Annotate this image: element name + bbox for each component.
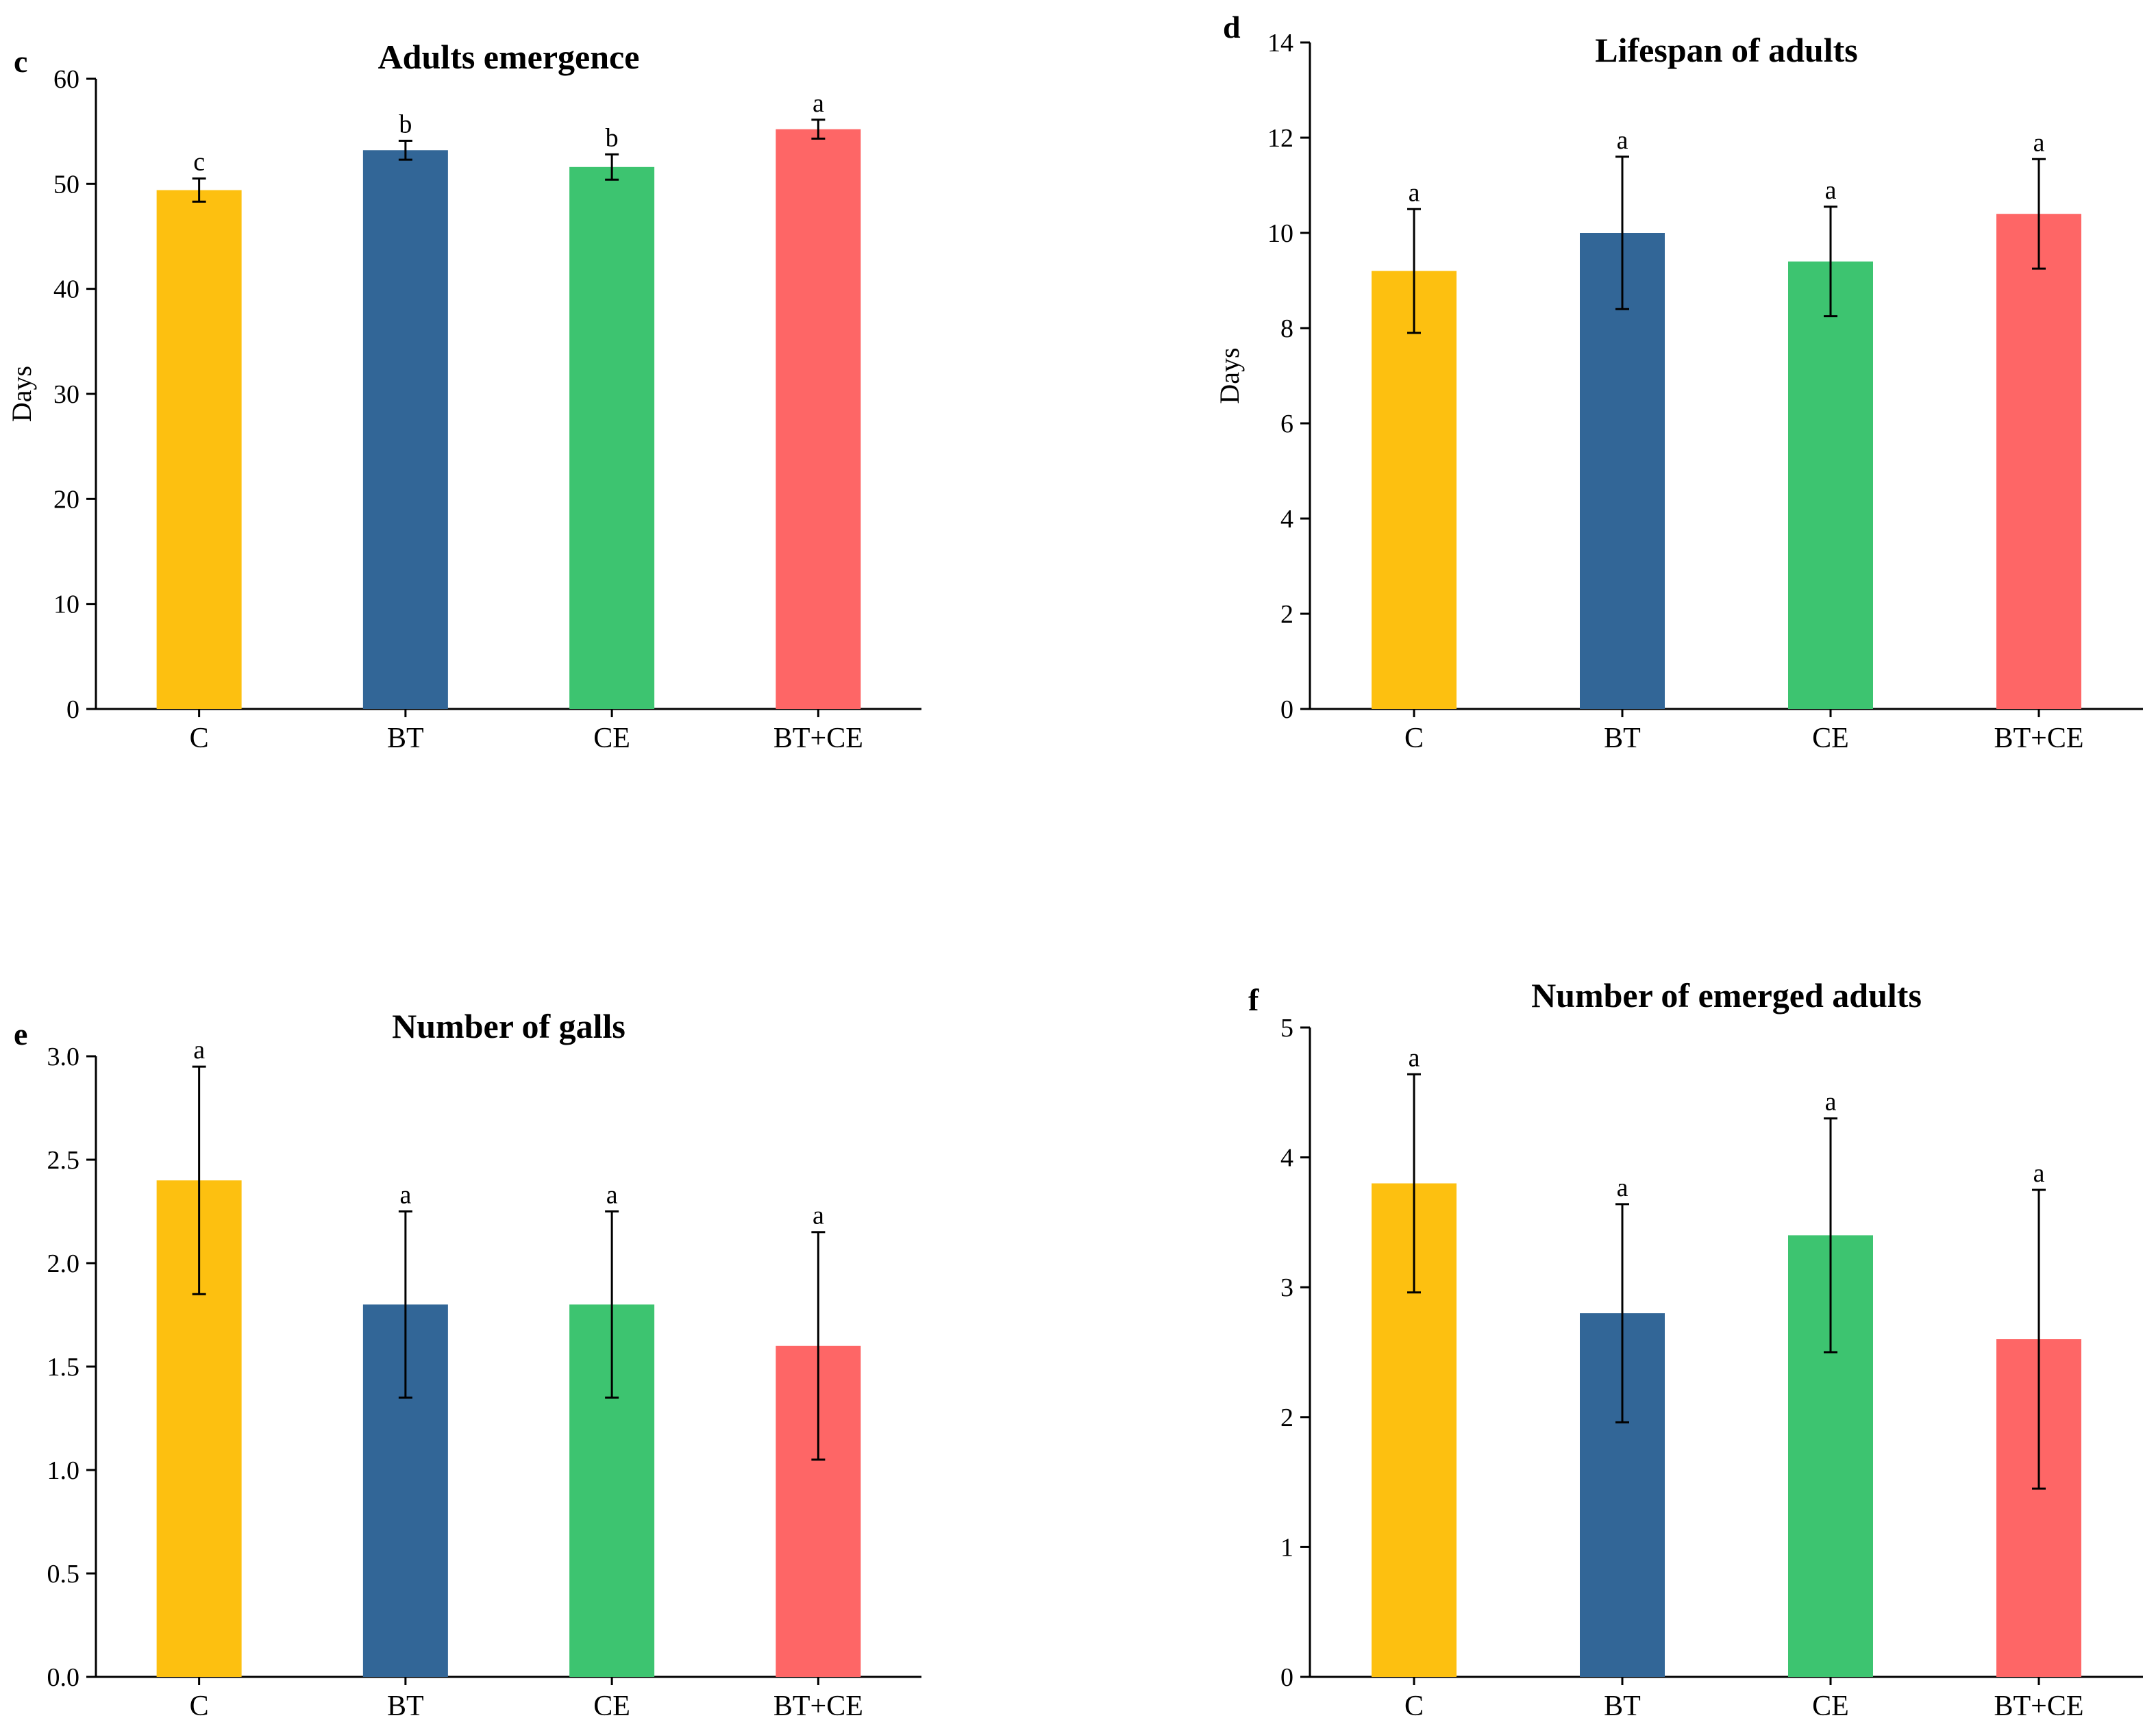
y-axis-label: Days <box>6 366 37 422</box>
significance-label: a <box>2033 128 2045 157</box>
panel-letter: d <box>1223 10 1241 45</box>
y-tick-label: 14 <box>1267 29 1293 58</box>
bar-bt-plus-ce <box>1996 214 2081 709</box>
chart-panel-e: e Number of galls 0.0 0.5 1.0 1.5 2.0 2.5 3.0 a Ca… <box>14 1007 921 1722</box>
x-category-label: BT <box>387 1691 424 1722</box>
y-tick-label: 12 <box>1267 124 1293 153</box>
y-tick-label: 0 <box>1280 1663 1293 1692</box>
significance-label: a <box>1617 1173 1628 1202</box>
y-tick-label: 0.5 <box>47 1560 80 1589</box>
significance-label: b <box>606 123 619 152</box>
y-axis-label: Days <box>1214 347 1245 403</box>
y-tick-label: 40 <box>53 275 79 304</box>
y-tick-label: 8 <box>1280 314 1293 343</box>
y-tick-label: 10 <box>53 590 79 619</box>
chart-panel-d: d Lifespan of adults Days 0 2 4 6 8 10 12 14 a Ca BT a… <box>1214 10 2143 754</box>
chart-title: Number of emerged adults <box>1531 976 1922 1014</box>
x-category-label: C <box>190 1691 209 1722</box>
bar-ce <box>569 166 655 710</box>
x-category-label: CE <box>593 1691 630 1722</box>
y-tick-label: 0.0 <box>47 1663 80 1692</box>
chart-title: Number of galls <box>392 1007 625 1045</box>
y-tick-label: 1.5 <box>47 1353 80 1382</box>
y-tick-label: 4 <box>1280 505 1293 534</box>
y-tick-label: 6 <box>1280 410 1293 438</box>
significance-label: c <box>193 148 205 177</box>
x-category-label: BT+CE <box>1994 723 2083 754</box>
x-category-label: CE <box>593 723 630 754</box>
y-tick-label: 3 <box>1280 1273 1293 1302</box>
significance-label: a <box>1825 1088 1837 1117</box>
y-tick-label: 4 <box>1280 1144 1293 1173</box>
x-category-label: BT+CE <box>773 1691 863 1722</box>
chart-panel-c: c Adults emergence Days 0 10 20 30 40 50 60 c Cb BT b… <box>6 38 921 754</box>
chart-title: Adults emergence <box>378 38 640 76</box>
y-tick-label: 1.0 <box>47 1456 80 1485</box>
bar-c <box>156 190 242 709</box>
x-category-label: CE <box>1812 1691 1849 1722</box>
significance-label: a <box>813 89 824 118</box>
y-tick-label: 2.0 <box>47 1249 80 1278</box>
x-category-label: C <box>1404 1691 1424 1722</box>
y-tick-label: 30 <box>53 380 79 409</box>
y-tick-label: 5 <box>1280 1014 1293 1043</box>
x-category-label: BT <box>387 723 424 754</box>
significance-label: a <box>606 1181 618 1210</box>
x-category-label: BT+CE <box>773 723 863 754</box>
significance-label: a <box>813 1201 824 1230</box>
y-tick-label: 10 <box>1267 219 1293 248</box>
significance-label: b <box>399 110 412 138</box>
x-category-label: C <box>190 723 209 754</box>
y-tick-label: 60 <box>53 65 79 94</box>
significance-label: a <box>1617 126 1628 155</box>
bar-bt <box>1580 233 1665 709</box>
y-tick-label: 1 <box>1280 1533 1293 1562</box>
chart-panel-f: f Number of emerged adults 0 1 2 3 4 5 a Ca BT a CE a… <box>1248 976 2143 1722</box>
significance-label: a <box>1409 1043 1420 1072</box>
significance-label: a <box>1825 176 1837 205</box>
chart-title: Lifespan of adults <box>1595 31 1857 69</box>
bar-bt-plus-ce <box>776 129 861 710</box>
bar-c <box>1372 271 1457 710</box>
bar-ce <box>1788 261 1873 709</box>
y-tick-label: 2 <box>1280 600 1293 629</box>
y-tick-label: 0 <box>1280 695 1293 724</box>
y-tick-label: 0 <box>66 695 79 724</box>
x-category-label: C <box>1404 723 1424 754</box>
y-tick-label: 2.5 <box>47 1146 80 1175</box>
x-category-label: CE <box>1812 723 1849 754</box>
x-category-label: BT <box>1604 1691 1641 1722</box>
significance-label: a <box>2033 1159 2045 1188</box>
significance-label: a <box>1409 178 1420 207</box>
y-tick-label: 50 <box>53 170 79 199</box>
y-tick-label: 3.0 <box>47 1043 80 1071</box>
y-tick-label: 2 <box>1280 1404 1293 1432</box>
x-category-label: BT+CE <box>1994 1691 2083 1722</box>
y-tick-label: 20 <box>53 485 79 514</box>
panel-letter: f <box>1248 982 1259 1017</box>
significance-label: a <box>193 1036 205 1064</box>
significance-label: a <box>399 1181 411 1210</box>
x-category-label: BT <box>1604 723 1641 754</box>
bar-bt <box>362 150 448 709</box>
panel-letter: c <box>14 44 27 79</box>
panel-letter: e <box>14 1017 27 1051</box>
